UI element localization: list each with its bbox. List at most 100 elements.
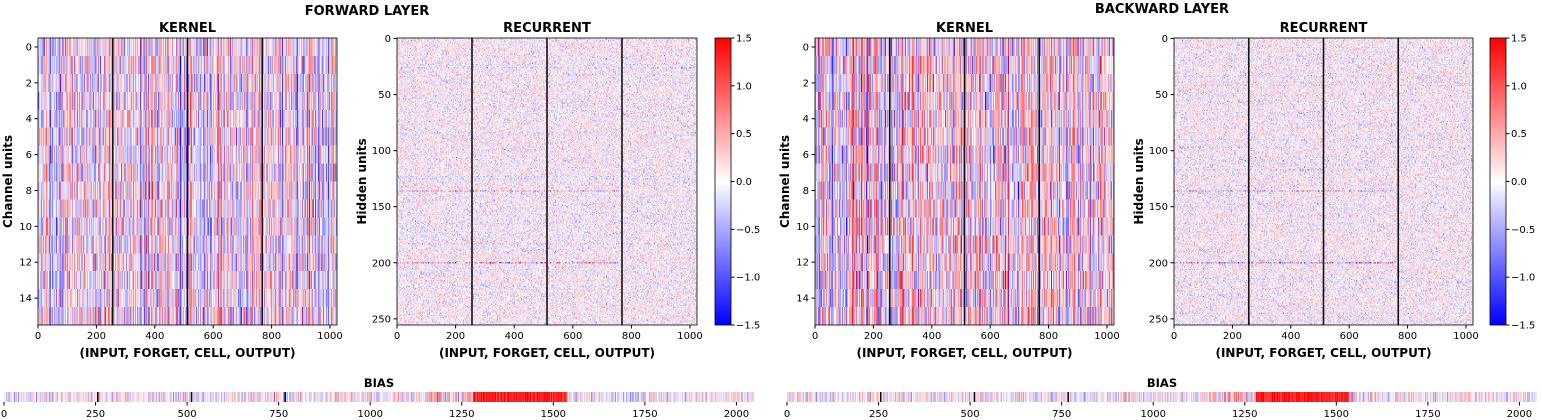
- bias-title: BIAS: [364, 376, 394, 390]
- y-tick-label: 10: [19, 222, 32, 233]
- y-tick-label: 0: [26, 42, 32, 53]
- subplot-title: RECURRENT: [1280, 21, 1368, 36]
- colorbar-tick-label: −0.5: [1511, 225, 1535, 236]
- bias-title: BIAS: [1147, 376, 1177, 390]
- x-tick-label: 400: [505, 331, 524, 342]
- x-tick-label: 200: [864, 331, 883, 342]
- y-tick-label: 12: [19, 258, 32, 269]
- x-tick-label: 600: [981, 331, 1000, 342]
- x-tick-label: 1000: [1453, 331, 1478, 342]
- y-tick-label: 14: [796, 294, 809, 305]
- colorbar: [1490, 38, 1506, 325]
- bias-x-tick-label: 0: [784, 409, 790, 420]
- x-axis-label: (INPUT, FORGET, CELL, OUTPUT): [856, 346, 1072, 360]
- y-tick-label: 8: [803, 186, 809, 197]
- bias-x-tick-label: 1000: [1140, 409, 1165, 420]
- colorbar-tick-label: −1.0: [736, 273, 760, 284]
- bias-x-tick-label: 1250: [449, 409, 474, 420]
- x-tick-label: 1000: [317, 331, 342, 342]
- y-axis-label: Channel units: [778, 135, 792, 228]
- y-tick-label: 100: [372, 146, 391, 157]
- y-tick-label: 14: [19, 294, 32, 305]
- y-tick-label: 0: [385, 34, 391, 45]
- x-tick-label: 600: [204, 331, 223, 342]
- x-tick-label: 1000: [677, 331, 702, 342]
- x-tick-label: 0: [1171, 331, 1177, 342]
- x-tick-label: 600: [563, 331, 582, 342]
- colorbar-tick-label: 0.0: [736, 177, 752, 188]
- colorbar-frame: [714, 37, 732, 326]
- y-tick-label: 50: [1155, 90, 1168, 101]
- bias-heatmap: [787, 392, 1537, 402]
- plot-frame: [396, 37, 698, 326]
- x-tick-label: 800: [1039, 331, 1058, 342]
- colorbar: [715, 38, 731, 325]
- colorbar-tick-label: 1.5: [736, 34, 752, 45]
- x-tick-label: 0: [35, 331, 41, 342]
- x-tick-label: 400: [1281, 331, 1300, 342]
- x-tick-label: 400: [922, 331, 941, 342]
- y-tick-label: 200: [1149, 258, 1168, 269]
- x-axis-label: (INPUT, FORGET, CELL, OUTPUT): [1215, 346, 1431, 360]
- y-axis-label: Channel units: [1, 135, 15, 228]
- x-tick-label: 600: [1340, 331, 1359, 342]
- x-axis-label: (INPUT, FORGET, CELL, OUTPUT): [79, 346, 295, 360]
- plot-frame: [37, 37, 338, 326]
- colorbar-tick-label: 0.5: [1511, 129, 1527, 140]
- colorbar-frame: [1489, 37, 1507, 326]
- bias-x-tick-label: 250: [86, 409, 105, 420]
- y-axis-label: Hidden units: [1132, 138, 1146, 224]
- y-tick-label: 6: [26, 150, 32, 161]
- y-tick-label: 4: [803, 114, 809, 125]
- subplot-title: KERNEL: [159, 21, 216, 36]
- bias-x-tick-label: 1500: [541, 409, 566, 420]
- x-tick-label: 200: [87, 331, 106, 342]
- bias-x-tick-label: 1250: [1232, 409, 1257, 420]
- y-tick-label: 50: [378, 90, 391, 101]
- x-tick-label: 200: [1223, 331, 1242, 342]
- bias-x-tick-label: 2000: [1507, 409, 1532, 420]
- x-tick-label: 1000: [1094, 331, 1119, 342]
- y-tick-label: 4: [26, 114, 32, 125]
- x-axis-label: (INPUT, FORGET, CELL, OUTPUT): [439, 346, 655, 360]
- bias-x-tick-label: 1750: [632, 409, 657, 420]
- colorbar-tick-label: −1.0: [1511, 273, 1535, 284]
- y-tick-label: 8: [26, 186, 32, 197]
- bias-x-tick-label: 500: [961, 409, 980, 420]
- subplot-title: KERNEL: [936, 21, 993, 36]
- bias-x-tick-label: 500: [178, 409, 197, 420]
- bias-x-tick-label: 2000: [724, 409, 749, 420]
- y-tick-label: 0: [1162, 34, 1168, 45]
- bias-heatmap: [4, 392, 754, 402]
- y-tick-label: 2: [26, 78, 32, 89]
- panel-title: FORWARD LAYER: [305, 4, 430, 19]
- bias-x-tick-label: 0: [1, 409, 7, 420]
- y-axis-label: Hidden units: [355, 138, 369, 224]
- y-tick-label: 100: [1149, 146, 1168, 157]
- x-tick-label: 800: [622, 331, 641, 342]
- x-tick-label: 400: [145, 331, 164, 342]
- y-tick-label: 150: [1149, 202, 1168, 213]
- colorbar-tick-label: −0.5: [736, 225, 760, 236]
- x-tick-label: 800: [262, 331, 281, 342]
- colorbar-tick-label: 1.0: [736, 81, 752, 92]
- colorbar-tick-label: 1.0: [1511, 81, 1527, 92]
- x-tick-label: 0: [812, 331, 818, 342]
- bias-x-tick-label: 750: [1052, 409, 1071, 420]
- plot-frame: [1173, 37, 1474, 326]
- colorbar-tick-label: −1.5: [1511, 321, 1535, 332]
- bias-x-tick-label: 750: [269, 409, 288, 420]
- y-tick-label: 0: [803, 42, 809, 53]
- y-tick-label: 12: [796, 258, 809, 269]
- y-tick-label: 150: [372, 202, 391, 213]
- panel-title: BACKWARD LAYER: [1095, 2, 1229, 17]
- subplot-title: RECURRENT: [503, 21, 591, 36]
- x-tick-label: 0: [394, 331, 400, 342]
- colorbar-tick-label: −1.5: [736, 321, 760, 332]
- y-tick-label: 250: [1149, 314, 1168, 325]
- y-tick-label: 10: [796, 222, 809, 233]
- bias-x-tick-label: 1500: [1324, 409, 1349, 420]
- colorbar-tick-label: 0.5: [736, 129, 752, 140]
- colorbar-tick-label: 0.0: [1511, 177, 1527, 188]
